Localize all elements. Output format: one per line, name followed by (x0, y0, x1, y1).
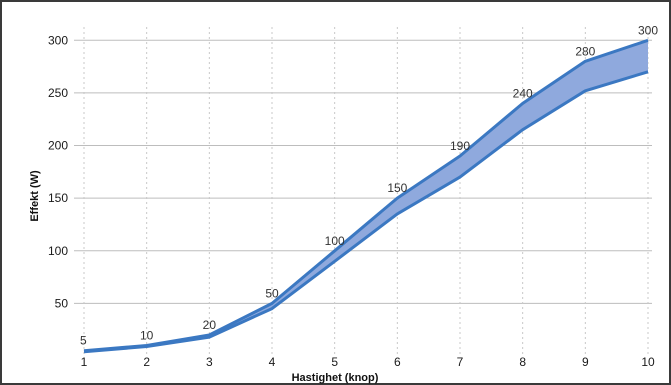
data-label: 100 (325, 234, 345, 248)
y-tick-label: 250 (48, 86, 68, 100)
x-tick-label: 5 (331, 355, 338, 369)
upper-series-line (83, 38, 649, 353)
grid (74, 27, 652, 356)
range-band (84, 40, 648, 352)
x-tick-label: 4 (269, 355, 276, 369)
data-label: 10 (140, 328, 154, 342)
data-labels: 5 10 20 50 100 150 190 240 280 300 (80, 23, 658, 347)
y-tick-label: 50 (55, 296, 69, 310)
data-label: 240 (513, 86, 533, 100)
y-axis-label: Effekt (W) (29, 170, 41, 222)
y-tick-label: 150 (48, 191, 68, 205)
axis-ticks: 50 100 150 200 250 300 1 2 3 4 5 6 7 8 9 10 (48, 33, 655, 369)
data-label: 300 (638, 23, 658, 37)
x-tick-label: 7 (457, 355, 464, 369)
x-tick-label: 6 (394, 355, 401, 369)
x-tick-label: 9 (582, 355, 589, 369)
y-tick-label: 100 (48, 244, 68, 258)
y-tick-label: 300 (48, 33, 68, 47)
data-label: 280 (575, 44, 595, 58)
x-tick-label: 3 (206, 355, 213, 369)
data-label: 150 (387, 181, 407, 195)
data-label: 50 (265, 286, 279, 300)
x-axis-label: Hastighet (knop) (292, 372, 379, 384)
x-tick-label: 8 (519, 355, 526, 369)
lower-series-line (83, 70, 649, 354)
data-label: 20 (203, 318, 217, 332)
data-label: 190 (450, 139, 470, 153)
x-tick-label: 10 (641, 355, 655, 369)
data-label: 5 (80, 334, 87, 348)
y-tick-label: 200 (48, 139, 68, 153)
x-tick-label: 1 (81, 355, 88, 369)
x-tick-label: 2 (143, 355, 150, 369)
